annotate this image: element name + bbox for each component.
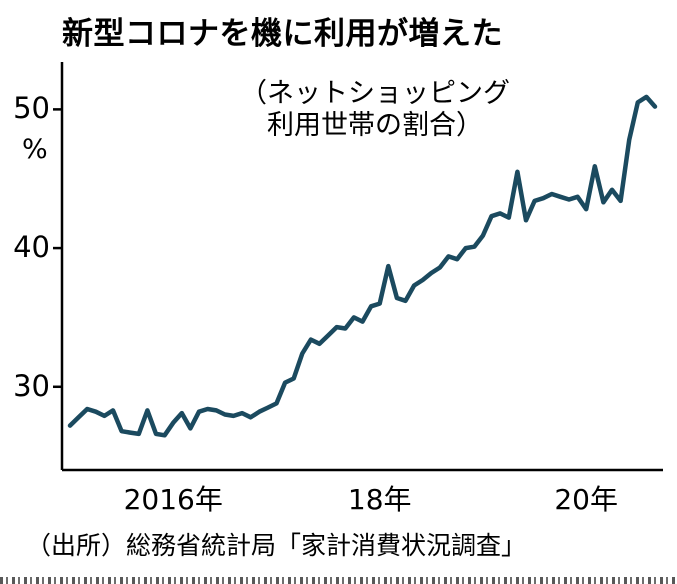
source-note: （出所）総務省統計局「家計消費状況調査」 xyxy=(26,531,527,560)
chart-subtitle-line2: 利用世帯の割合） xyxy=(267,110,483,142)
x-tick-label: 18年 xyxy=(347,483,412,516)
x-tick-label: 20年 xyxy=(554,483,618,516)
cropped-text-strip xyxy=(0,577,677,584)
x-tick-label: 2016年 xyxy=(123,483,223,516)
chart-subtitle-line1: （ネットショッピング xyxy=(240,78,510,109)
axis-tick-marks xyxy=(53,108,62,389)
y-axis-unit-label: % xyxy=(22,134,48,165)
y-tick-label: 50 xyxy=(13,91,50,126)
chart-title: 新型コロナを機に利用が増えた xyxy=(62,16,503,52)
y-tick-label: 30 xyxy=(13,368,50,403)
chart-subtitle: （ネットショッピング 利用世帯の割合） xyxy=(180,78,570,143)
data-line-series xyxy=(67,94,658,438)
y-tick-label: 40 xyxy=(13,230,50,265)
